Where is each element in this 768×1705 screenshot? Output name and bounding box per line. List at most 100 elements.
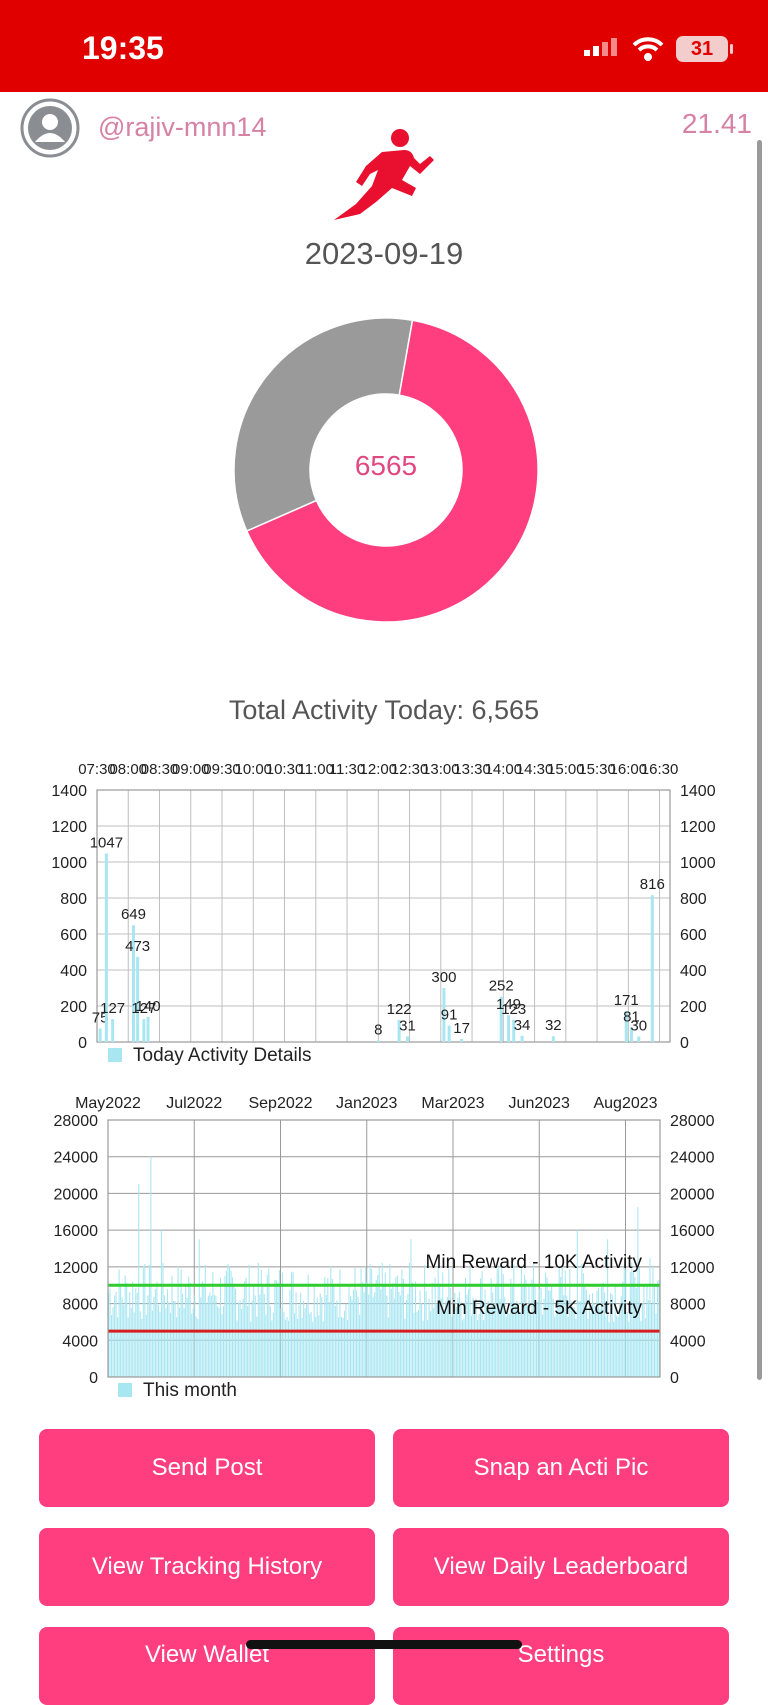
- home-indicator[interactable]: [246, 1640, 522, 1649]
- daily-bar: [197, 1319, 199, 1377]
- daily-bar: [604, 1292, 606, 1377]
- daily-bar: [118, 1269, 120, 1377]
- daily-bar: [480, 1278, 482, 1377]
- settings-button[interactable]: Settings: [393, 1627, 729, 1705]
- daily-bar: [148, 1264, 150, 1377]
- daily-bar: [352, 1289, 355, 1377]
- daily-bar: [171, 1275, 173, 1377]
- daily-bar: [552, 1299, 554, 1377]
- activity-bar: [551, 1036, 555, 1042]
- activity-bar: [499, 996, 503, 1042]
- daily-bar: [380, 1289, 382, 1377]
- daily-bar: [658, 1279, 660, 1377]
- daily-bar: [349, 1295, 352, 1377]
- y-tick-label-right: 800: [680, 891, 707, 908]
- y-tick-label-right: 1400: [680, 783, 716, 800]
- daily-bar: [507, 1309, 509, 1377]
- daily-bar: [310, 1312, 312, 1377]
- daily-bar: [298, 1305, 300, 1377]
- daily-bar: [408, 1262, 411, 1377]
- daily-bar: [328, 1301, 330, 1377]
- daily-bar: [221, 1314, 223, 1377]
- x-tick-label: Aug2023: [593, 1095, 657, 1112]
- daily-bar: [306, 1304, 308, 1377]
- view-wallet-button[interactable]: View Wallet: [39, 1627, 375, 1705]
- total-activity-label: Total Activity Today: 6,565: [228, 695, 540, 725]
- daily-bar: [247, 1306, 249, 1377]
- daily-bar: [569, 1268, 571, 1377]
- daily-bar: [381, 1262, 383, 1377]
- daily-bar: [458, 1291, 460, 1377]
- daily-bar: [650, 1304, 652, 1377]
- daily-bar: [398, 1291, 400, 1377]
- daily-bar: [278, 1270, 280, 1377]
- daily-bar: [535, 1302, 538, 1377]
- status-time: 19:35: [82, 30, 164, 66]
- daily-bar: [401, 1269, 403, 1377]
- user-avatar-icon[interactable]: [20, 98, 80, 158]
- x-tick-label: 12:30: [391, 761, 429, 778]
- y-tick-label-right: 600: [680, 927, 707, 944]
- y-tick-label-right: 28000: [670, 1113, 715, 1130]
- daily-bar: [142, 1265, 144, 1377]
- view-tracking-history-button[interactable]: View Tracking History: [39, 1528, 375, 1606]
- daily-bar: [256, 1316, 258, 1377]
- x-tick-label: 14:30: [516, 761, 554, 778]
- daily-bar: [374, 1292, 376, 1377]
- daily-bar: [265, 1314, 267, 1377]
- daily-bar: [225, 1270, 228, 1377]
- y-tick-label: 0: [78, 1035, 87, 1052]
- activity-bar: [98, 1028, 102, 1042]
- daily-bar: [561, 1266, 563, 1377]
- daily-bar: [163, 1295, 166, 1377]
- daily-bar: [275, 1280, 277, 1377]
- daily-bar: [443, 1311, 445, 1377]
- activity-bar: [131, 925, 135, 1042]
- scrollbar[interactable]: [757, 140, 762, 1380]
- daily-bar: [173, 1300, 175, 1377]
- daily-bar: [632, 1271, 634, 1377]
- activity-bar: [442, 988, 446, 1042]
- y-tick-label-right: 0: [670, 1370, 679, 1387]
- daily-bar: [396, 1275, 398, 1377]
- daily-bar: [254, 1295, 256, 1377]
- daily-bar: [292, 1271, 294, 1377]
- send-post-button[interactable]: Send Post: [39, 1429, 375, 1507]
- daily-bar: [375, 1280, 377, 1377]
- snap-acti-pic-button[interactable]: Snap an Acti Pic: [393, 1429, 729, 1507]
- daily-bar: [340, 1316, 342, 1377]
- daily-bar: [591, 1293, 594, 1377]
- daily-bar: [529, 1314, 531, 1377]
- daily-bar: [442, 1272, 444, 1377]
- daily-bar: [195, 1316, 197, 1377]
- activity-donut-chart: [233, 317, 539, 623]
- daily-bar: [227, 1264, 229, 1377]
- daily-bar: [575, 1318, 577, 1377]
- daily-bar: [425, 1291, 427, 1377]
- daily-bar: [327, 1277, 329, 1377]
- runner-icon: [334, 129, 434, 220]
- view-daily-leaderboard-button[interactable]: View Daily Leaderboard: [393, 1528, 729, 1606]
- bar-data-label: 149: [496, 996, 521, 1013]
- daily-bar: [297, 1318, 299, 1377]
- activity-bar: [507, 1015, 511, 1042]
- daily-bar: [166, 1289, 169, 1377]
- daily-bar: [356, 1290, 358, 1377]
- daily-bar: [461, 1320, 463, 1377]
- daily-bar: [576, 1230, 578, 1377]
- daily-bar: [322, 1321, 324, 1377]
- daily-bar: [585, 1289, 587, 1377]
- daily-bar: [294, 1313, 296, 1377]
- bar-data-label: 31: [399, 1017, 416, 1034]
- username[interactable]: @rajiv-mnn14: [98, 112, 267, 142]
- daily-bar: [478, 1314, 480, 1377]
- x-tick-label: 07:30: [78, 761, 116, 778]
- daily-bar: [607, 1239, 609, 1377]
- daily-bar: [545, 1272, 547, 1377]
- legend-label: This month: [143, 1380, 237, 1401]
- daily-bar: [342, 1317, 344, 1377]
- daily-bar: [402, 1278, 404, 1377]
- daily-bar: [213, 1295, 215, 1377]
- signal-icon: [584, 38, 617, 56]
- daily-bar: [114, 1295, 116, 1377]
